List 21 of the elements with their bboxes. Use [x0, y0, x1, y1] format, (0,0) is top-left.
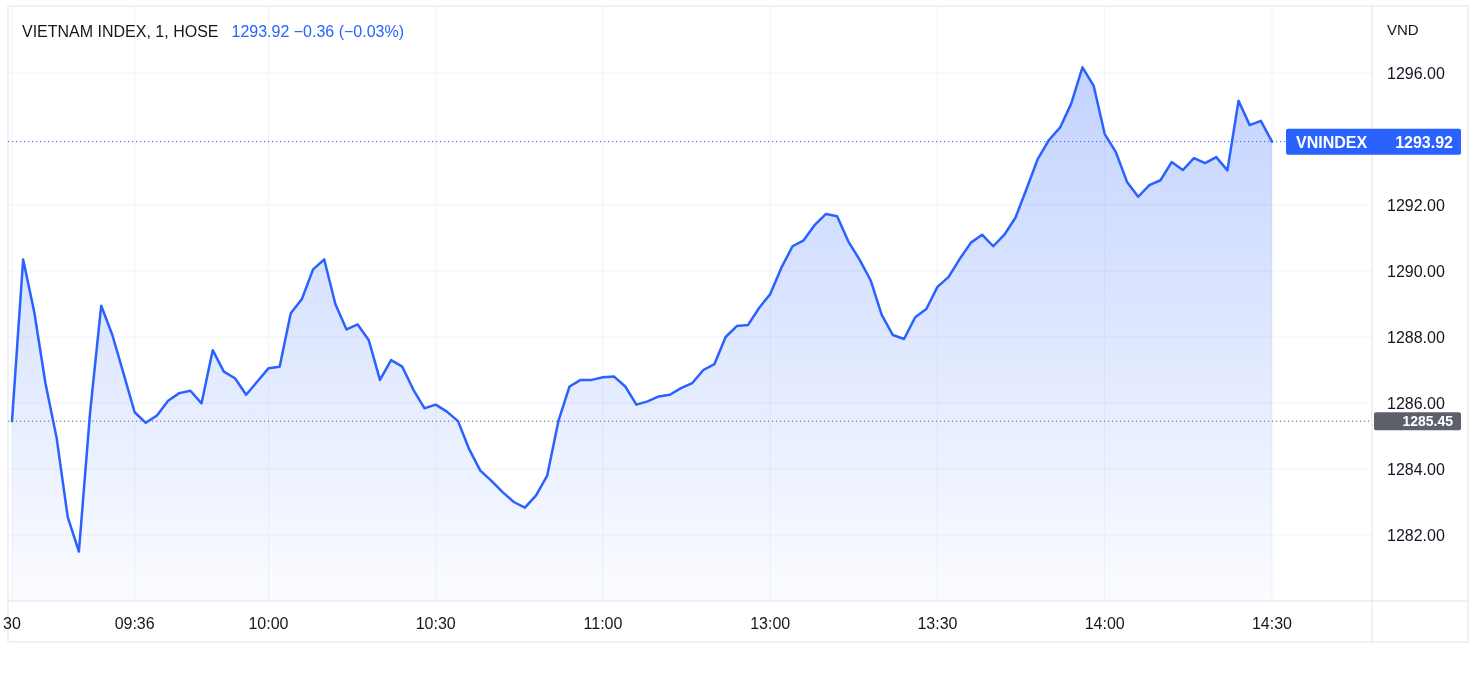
text: VNINDEX 1293.92 — [1296, 133, 1453, 151]
x-tick-label: 14:30 — [1251, 614, 1293, 632]
y-tick-label: 1284.00 — [1387, 460, 1445, 478]
y-tick-label: 1290.00 — [1387, 262, 1445, 280]
x-tick-label: 14:00 — [1084, 614, 1125, 632]
y-axis-title: VND — [1387, 20, 1419, 38]
y-tick-label: 1288.00 — [1387, 328, 1445, 346]
x-tick-label: 11:00 — [583, 614, 623, 632]
x-tick-label: 10:00 — [248, 614, 289, 632]
y-tick-label: 1286.00 — [1387, 394, 1445, 412]
y-tick-label: 1282.00 — [1387, 526, 1445, 544]
ref-line-label: 1285.45 — [1402, 413, 1454, 430]
x-tick-label: 13:00 — [750, 614, 791, 632]
x-tick-label: 30 — [3, 614, 21, 632]
x-tick-label: 09:36 — [114, 614, 155, 632]
x-tick-label: 13:30 — [917, 614, 958, 632]
x-tick-label: 10:30 — [415, 614, 456, 632]
text: 1293.92 −0.36 (−0.03%) — [231, 22, 405, 40]
text: VIETNAM INDEX, 1, HOSE — [22, 22, 219, 40]
y-tick-label: 1292.00 — [1387, 196, 1445, 214]
y-tick-label: 1296.00 — [1387, 64, 1445, 82]
